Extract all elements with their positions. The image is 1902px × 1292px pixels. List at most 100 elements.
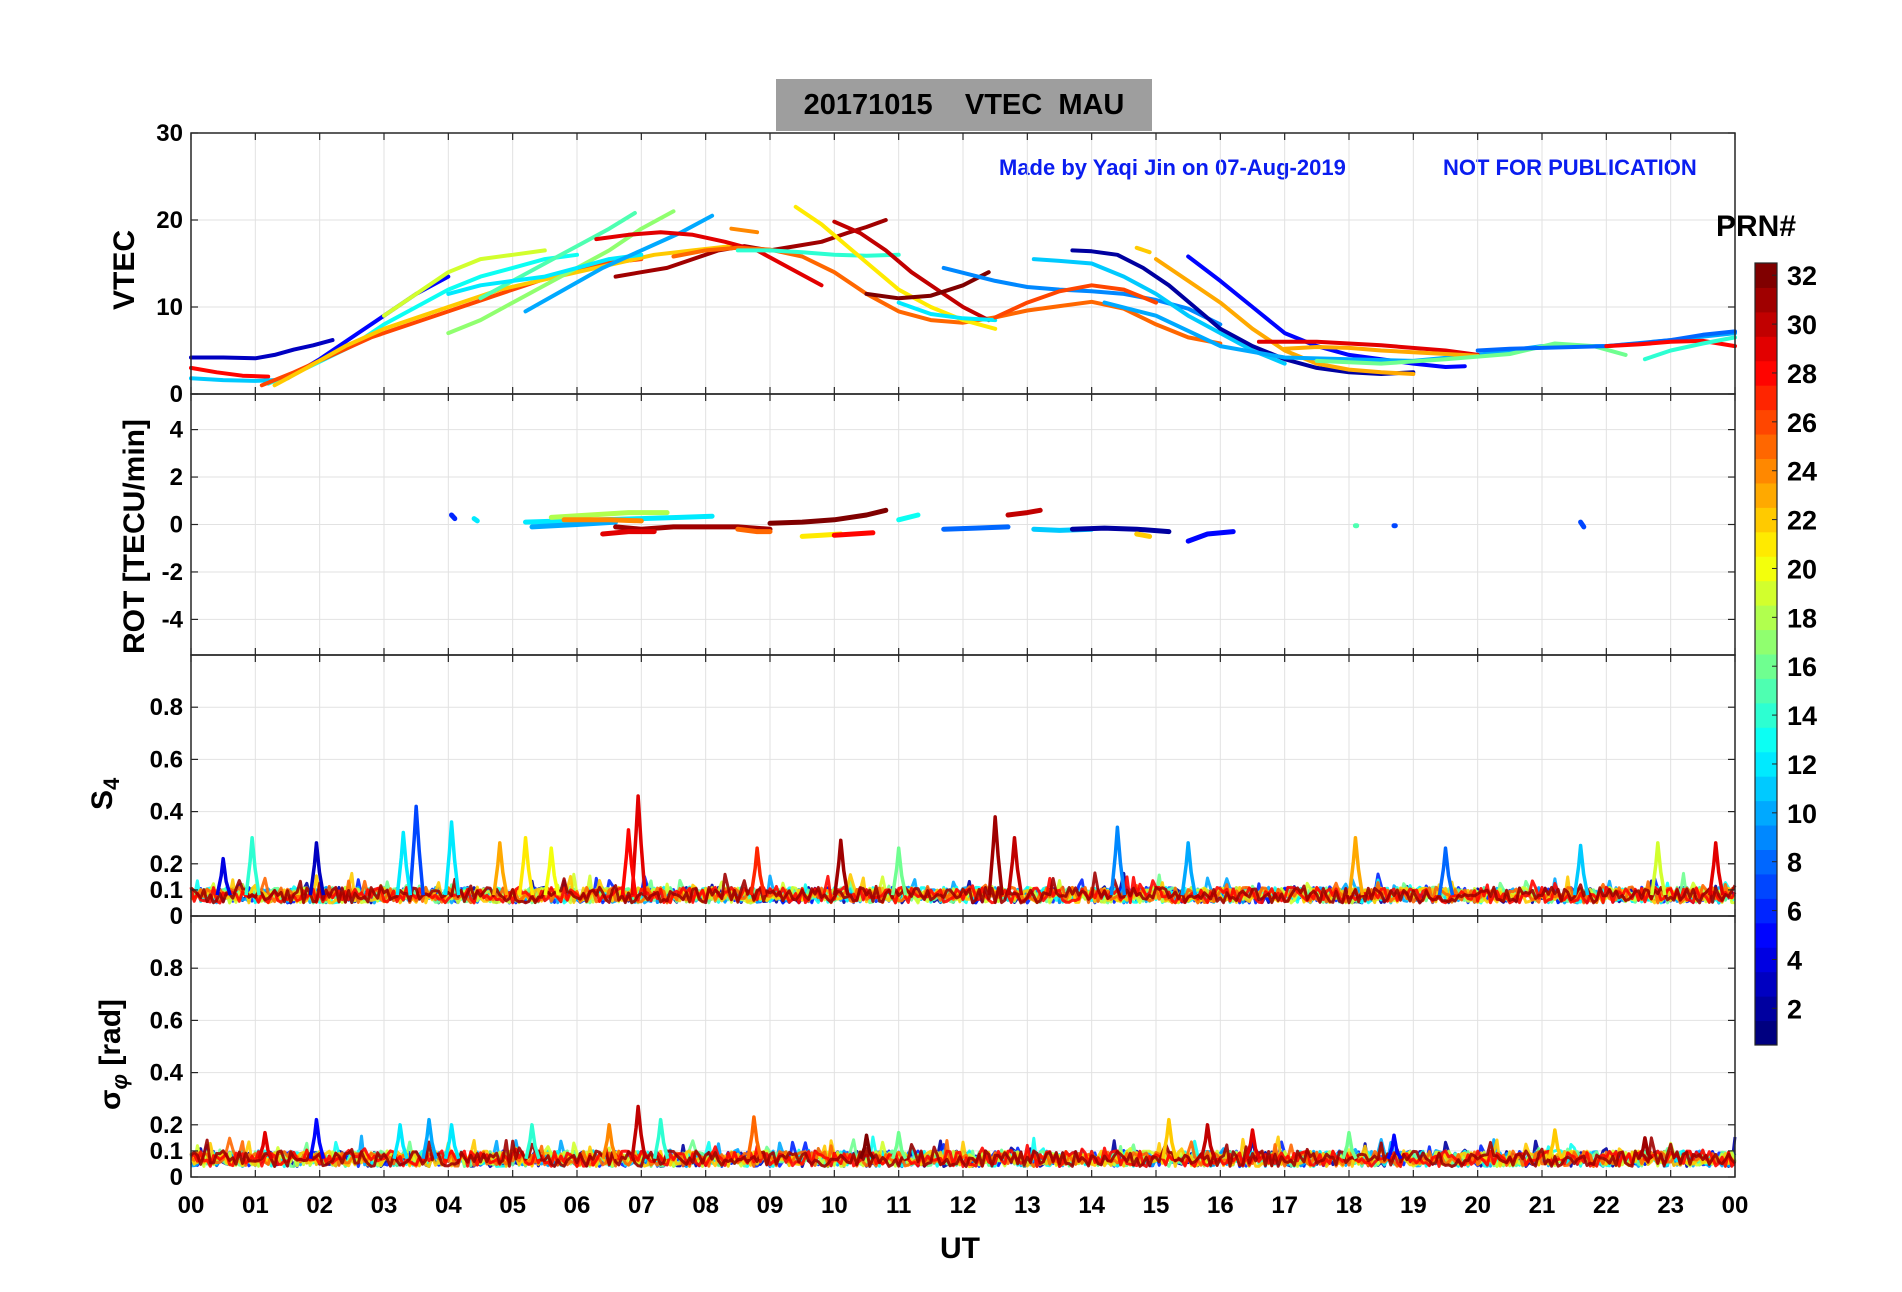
y-tick-label: 0 [170, 903, 183, 930]
colorbar-segment [1755, 556, 1777, 582]
x-tick-label: 12 [950, 1192, 977, 1219]
colorbar-tick-label: 8 [1787, 848, 1802, 878]
x-tick-label: 00 [178, 1192, 205, 1219]
series-line-prn-6 [449, 512, 458, 522]
series-line-prn-29 [1256, 339, 1480, 357]
series-line-prn-12 [446, 252, 644, 296]
chart-title: 20171015 VTEC MAU [803, 89, 1125, 121]
x-tick-label: 06 [564, 1192, 591, 1219]
spike-prn-12 [395, 830, 413, 896]
rot-ylabel: ROT [TECU/min] [118, 419, 151, 654]
colorbar-segment [1755, 263, 1777, 288]
y-tick-label: 20 [156, 207, 183, 234]
noise-trace-prn-31 [190, 871, 1737, 905]
x-tick-label: 04 [435, 1192, 462, 1219]
colorbar-segment [1755, 531, 1777, 557]
x-axis-label: UT [940, 1232, 980, 1265]
x-tick-label: 14 [1078, 1192, 1105, 1219]
spike-prn-3 [308, 841, 326, 896]
series-line-prn-23 [1282, 345, 1480, 358]
series-line-prn-24 [561, 517, 644, 524]
x-tick-label: 18 [1336, 1192, 1363, 1219]
colorbar-segment [1755, 996, 1777, 1022]
spike-prn-4 [215, 856, 232, 896]
y-tick-label: -2 [162, 559, 183, 586]
series-line-prn-24 [729, 226, 760, 235]
y-tick-label: 0.6 [150, 1007, 183, 1034]
x-tick-label: 09 [757, 1192, 784, 1219]
x-tick-label: 01 [242, 1192, 269, 1219]
spike-prn-23 [1347, 835, 1365, 896]
colorbar-segment [1755, 458, 1777, 484]
colorbar-segment [1755, 702, 1777, 728]
y-tick-label: 0 [170, 1164, 183, 1191]
series-line-prn-28 [189, 365, 271, 379]
title-background [776, 79, 1152, 131]
series-line-prn-22 [272, 244, 772, 388]
spike-prn-14 [524, 1123, 541, 1160]
colorbar-segment [1755, 336, 1777, 362]
colorbar-segment [1755, 751, 1777, 777]
series-line-prn-12 [896, 300, 998, 323]
spike-prn-31 [833, 838, 850, 896]
spike-prn-19 [1650, 841, 1667, 896]
series-line-prn-22 [1134, 531, 1153, 539]
x-tick-label: 21 [1529, 1192, 1556, 1219]
spike-prn-30 [1199, 1123, 1217, 1160]
colorbar-label: PRN# [1716, 210, 1797, 243]
series-line-prn-2 [1070, 248, 1416, 376]
colorbar-segment [1755, 678, 1777, 704]
colorbar-segment [1755, 1020, 1777, 1046]
colorbar-tick-label: 32 [1787, 261, 1817, 291]
y-tick-label: -4 [162, 606, 184, 633]
x-tick-label: 13 [1014, 1192, 1041, 1219]
colorbar-tick-label: 28 [1787, 359, 1817, 389]
spike-prn-14 [652, 1117, 670, 1160]
colorbar-tick-label: 10 [1787, 799, 1817, 829]
colorbar-segment [1755, 654, 1777, 679]
spike-prn-16 [1341, 1130, 1358, 1160]
colorbar-segment [1755, 507, 1777, 533]
spike-prn-31 [987, 815, 1004, 896]
spike-prn-29 [1707, 841, 1725, 896]
y-tick-label: 0.2 [150, 851, 183, 878]
series-line-prn-19 [382, 248, 547, 318]
colorbar-segment [1755, 898, 1777, 924]
noise-trace-prn-28 [189, 874, 1737, 905]
spike-prn-29 [1244, 1128, 1262, 1160]
spike-prn-10 [1180, 841, 1197, 896]
x-tick-label: 17 [1271, 1192, 1298, 1219]
y-tick-label: 2 [170, 464, 183, 491]
spike-prn-28 [620, 828, 638, 896]
y-tick-label: 0 [170, 512, 183, 539]
colorbar-segment [1755, 287, 1777, 313]
colorbar-tick-label: 4 [1787, 945, 1802, 975]
series-line-prn-7 [1578, 519, 1587, 530]
colorbar-segment [1755, 727, 1777, 753]
series-line-prn-3 [189, 338, 335, 361]
colorbar-segment [1755, 922, 1777, 948]
colorbar-segment [1755, 849, 1777, 875]
spike-prn-8 [1437, 846, 1455, 896]
spike-prn-24 [601, 1123, 618, 1160]
y-tick-label: 10 [156, 294, 183, 321]
s4-ylabel: S4 [86, 777, 124, 810]
x-tick-label: 02 [306, 1192, 333, 1219]
colorbar-tick-label: 12 [1787, 750, 1817, 780]
spike-prn-14 [244, 835, 261, 896]
colorbar-segment [1755, 776, 1777, 802]
spike-prn-9 [1109, 825, 1127, 896]
x-tick-label: 10 [821, 1192, 848, 1219]
series-line-prn-32 [767, 507, 889, 526]
spike-prn-22 [1161, 1117, 1178, 1160]
y-tick-label: 0.1 [150, 877, 183, 904]
x-tick-label: 15 [1143, 1192, 1170, 1219]
colorbar-tick-label: 24 [1787, 457, 1817, 487]
spike-prn-12 [443, 1123, 461, 1160]
x-tick-label: 05 [499, 1192, 526, 1219]
series-line-prn-28 [831, 530, 876, 538]
series-line-prn-5 [1185, 529, 1236, 544]
series-line-prn-10 [523, 213, 715, 314]
colorbar-segment [1755, 873, 1777, 899]
colorbar-tick-label: 26 [1787, 408, 1817, 438]
